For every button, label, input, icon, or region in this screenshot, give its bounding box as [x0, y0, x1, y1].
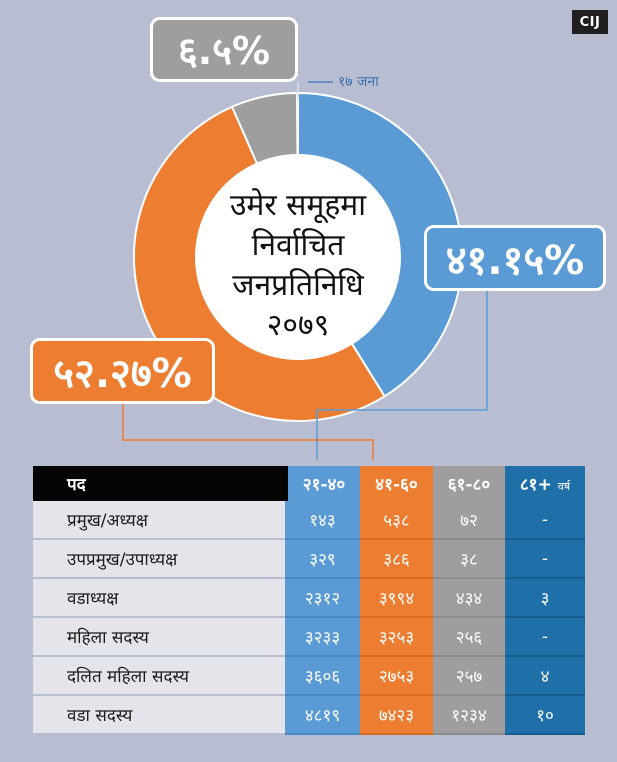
table-row: वडाध्यक्ष २३१२ ३९९४ ४३४ ३ — [33, 579, 585, 618]
table-row: वडा सदस्य ४८१९ ७४२३ १२३४ १० — [33, 696, 585, 735]
header-age-21-40: २१-४० — [285, 466, 360, 501]
header-age-41-60: ४१-६० — [360, 466, 433, 501]
row-value-col-4: ४ — [505, 657, 585, 696]
row-value-col-3: २५६ — [433, 618, 505, 657]
row-value-col-1: ३६०६ — [285, 657, 360, 696]
table-row: महिला सदस्य ३२३३ ३२५३ २५६- — [33, 618, 585, 657]
row-value-col-1: ३२९ — [285, 540, 360, 579]
title-line-4: २०७९ — [266, 308, 330, 343]
row-value-col-1: ३२३३ — [285, 618, 360, 657]
row-value-col-2: २७५३ — [360, 657, 433, 696]
cij-logo: CIJ — [572, 10, 608, 34]
row-value-col-3: ३८ — [433, 540, 505, 579]
row-post-name: दलित महिला सदस्य — [33, 657, 285, 696]
slice-label-81-plus: १७ जना — [338, 74, 379, 90]
table-row: दलित महिला सदस्य ३६०६ २७५३ २५७ ४ — [33, 657, 585, 696]
title-line-2: निर्वाचित — [251, 228, 345, 263]
slice-label-21-40: ४१.१५% — [424, 225, 606, 291]
header-age-81-plus-range: ८१+ — [519, 475, 552, 495]
row-value-col-3: ४३४ — [433, 579, 505, 618]
row-value-col-3: २५७ — [433, 657, 505, 696]
row-post-name: महिला सदस्य — [33, 618, 285, 657]
title-line-1: उमेर समूहमा — [229, 188, 367, 223]
row-value-col-2: ७४२३ — [360, 696, 433, 735]
connector-line-blue — [316, 291, 488, 460]
chart-title: उमेर समूहमा निर्वाचित जनप्रतिनिधि २०७९ — [203, 186, 393, 346]
row-value-col-4: ३ — [505, 579, 585, 618]
row-value-col-4: - — [505, 501, 585, 540]
slice-label-61-80: ६.५% — [150, 17, 298, 82]
header-age-81-plus: ८१+ वर्ष — [505, 466, 585, 501]
header-year-unit: वर्ष — [557, 480, 571, 493]
connector-line-orange — [122, 404, 374, 460]
row-post-name: वडाध्यक्ष — [33, 579, 285, 618]
row-value-col-3: १२३४ — [433, 696, 505, 735]
row-value-col-4: १० — [505, 696, 585, 735]
slice-label-41-60: ५२.२७% — [30, 338, 215, 404]
row-post-name: उपप्रमुख/उपाध्यक्ष — [33, 540, 285, 579]
representatives-table: पद २१-४० ४१-६० ६१-८० ८१+ वर्ष प्रमुख/अध्… — [33, 466, 585, 735]
table-header-row: पद २१-४० ४१-६० ६१-८० ८१+ वर्ष — [33, 466, 585, 501]
table-row: उपप्रमुख/उपाध्यक्ष ३२९ ३८६ ३८- — [33, 540, 585, 579]
row-value-col-2: ५३८ — [360, 501, 433, 540]
header-post: पद — [33, 466, 285, 501]
row-value-col-1: २३१२ — [285, 579, 360, 618]
row-value-col-2: ३८६ — [360, 540, 433, 579]
title-line-3: जनप्रतिनिधि — [232, 268, 364, 303]
row-value-col-4: - — [505, 540, 585, 579]
row-value-col-2: ३२५३ — [360, 618, 433, 657]
header-age-61-80: ६१-८० — [433, 466, 505, 501]
table-row: प्रमुख/अध्यक्ष १४३ ५३८ ७२- — [33, 501, 585, 540]
row-value-col-4: - — [505, 618, 585, 657]
row-value-col-3: ७२ — [433, 501, 505, 540]
row-value-col-1: ४८१९ — [285, 696, 360, 735]
donut-chart — [122, 81, 488, 460]
row-post-name: वडा सदस्य — [33, 696, 285, 735]
row-value-col-2: ३९९४ — [360, 579, 433, 618]
donut-center — [195, 154, 401, 360]
row-post-name: प्रमुख/अध्यक्ष — [33, 501, 285, 540]
row-value-col-1: १४३ — [285, 501, 360, 540]
